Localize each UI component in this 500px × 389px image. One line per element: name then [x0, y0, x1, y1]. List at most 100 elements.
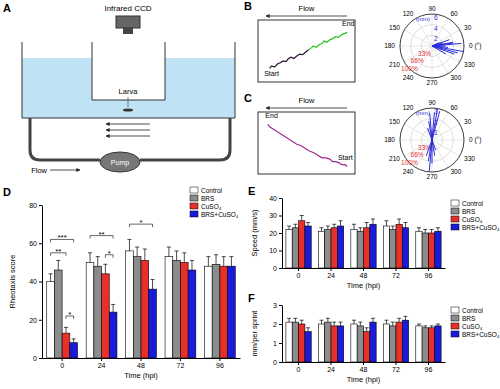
error-bar: [229, 257, 233, 267]
trajectory: [308, 32, 347, 49]
grid-spoke: [432, 140, 448, 168]
tick: [219, 358, 220, 361]
tick: [428, 268, 429, 271]
pointer: [128, 97, 129, 107]
x-axis-title: Time (hpi): [124, 371, 158, 380]
error-bar: [403, 316, 407, 320]
angle-label: 270: [427, 79, 438, 86]
bar: [416, 326, 422, 362]
plot-area: [268, 124, 348, 166]
bar: [188, 270, 196, 358]
grid-spoke: [432, 14, 433, 46]
trajectory-chart: FlowStartEnd: [258, 96, 355, 174]
bar: [62, 333, 70, 358]
error-bar: [371, 219, 375, 224]
y-axis: 020406080: [29, 202, 42, 362]
tick: [180, 358, 181, 361]
tick-group: 10: [269, 247, 282, 254]
grid-spoke: [416, 18, 432, 46]
vector: [432, 140, 435, 156]
x-axis: 024487296: [283, 362, 446, 373]
tick-label: 96: [216, 362, 224, 369]
tick: [39, 243, 42, 244]
angle-label: 30: [464, 118, 472, 125]
legend-label: BRS: [462, 208, 476, 215]
vector: [432, 140, 436, 150]
tick-label: 20: [29, 316, 37, 323]
bar: [165, 257, 173, 358]
plot-area: [286, 316, 441, 362]
legend-label: CuSO₄: [462, 216, 483, 223]
tick-group: 0: [273, 359, 282, 366]
error-bar: [135, 247, 139, 257]
annotation: End: [342, 20, 355, 27]
tick-label: 0: [297, 272, 301, 279]
bar: [292, 322, 298, 362]
annotation: End: [265, 112, 278, 119]
error-bar: [49, 274, 53, 282]
bar: [220, 266, 228, 358]
flow-arrow: [106, 124, 150, 125]
legend-label: Control: [462, 200, 484, 207]
flow-arrow: [106, 130, 150, 131]
significance-label: **: [55, 247, 61, 256]
bar: [228, 266, 236, 358]
flow-arrow: [106, 136, 150, 137]
tick-label: 3: [273, 302, 277, 309]
error-bar: [175, 251, 179, 261]
bar: [383, 324, 389, 362]
error-bar: [352, 224, 356, 229]
error-bar: [300, 320, 304, 324]
bar: [383, 226, 389, 268]
error-bar: [182, 253, 186, 263]
trajectory: [268, 124, 348, 166]
tick-label: 24: [327, 272, 335, 279]
angle-label: 240: [403, 168, 414, 175]
error-bar: [391, 322, 395, 326]
legend: ControlBRSCuSO₄BRS+CuSO₄: [451, 200, 500, 231]
plot-area: [426, 108, 440, 171]
larva: [123, 109, 133, 112]
tick-group: 24: [327, 362, 335, 373]
angle-label: 180: [384, 42, 395, 49]
legend-swatch: [190, 187, 198, 193]
error-bar: [403, 223, 407, 228]
plot-area: [286, 216, 441, 269]
tick-label: 48: [360, 366, 368, 373]
pump: [100, 152, 140, 172]
bar: [402, 228, 408, 268]
grid-circle: [400, 108, 464, 172]
angle-label: 300: [451, 168, 462, 175]
flow-title: Flow: [299, 96, 315, 105]
tick: [279, 198, 282, 199]
legend-swatch: [451, 208, 459, 214]
bar: [422, 233, 428, 268]
tick-label: 20: [269, 230, 277, 237]
bar: [102, 274, 110, 358]
tank: [22, 42, 92, 118]
tick-group: 72: [392, 268, 400, 279]
bar: [416, 231, 422, 268]
bar: [370, 322, 376, 362]
camera-label: Infrared CCD: [104, 4, 151, 13]
bar: [435, 326, 441, 362]
grid-spoke: [432, 18, 448, 46]
bar: [126, 251, 134, 358]
apparatus-diagram: Infrared CCDLarvaPumpFlow: [22, 4, 235, 175]
tick: [363, 362, 364, 365]
tick-label: 48: [360, 272, 368, 279]
bar: [422, 328, 428, 362]
bar: [299, 221, 305, 268]
legend-label: BRS+CuSO₄: [201, 211, 239, 218]
y-axis-title: Speed (mm/s): [250, 209, 259, 257]
angle-label: 150: [389, 24, 400, 31]
percent-label: 33%: [418, 50, 431, 57]
error-bar: [88, 253, 92, 263]
angle-label: 270: [427, 173, 438, 180]
polar-chart: 0 (°)306090120150180210240270300330246(m…: [384, 5, 481, 86]
tick: [141, 358, 142, 361]
vector: [426, 140, 432, 156]
tick: [428, 362, 429, 365]
tick-group: 3: [273, 302, 282, 309]
grid-circle: [400, 14, 464, 78]
